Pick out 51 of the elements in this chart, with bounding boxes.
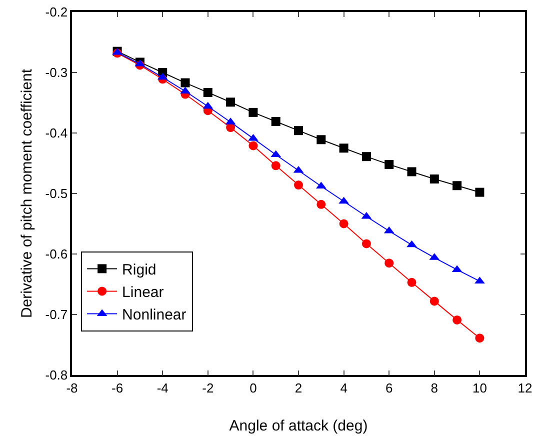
point (226, 98, 236, 107)
point (271, 161, 280, 170)
x-tick-label: 8 (430, 380, 438, 396)
x-tick-label: -6 (112, 380, 124, 396)
point (362, 239, 371, 248)
point (407, 278, 416, 287)
y-tick-label: -0.2 (45, 4, 68, 20)
point (384, 160, 394, 169)
point (248, 134, 258, 141)
point (475, 334, 484, 343)
y-tick-label: -0.7 (45, 307, 68, 322)
x-tick-label: 6 (385, 380, 393, 396)
y-tick-label: -0.3 (45, 65, 68, 80)
y-tick-label: -0.4 (45, 126, 68, 141)
point (339, 219, 348, 228)
point (362, 152, 371, 162)
x-tick-label: 4 (340, 380, 348, 396)
y-axis-title: Derivative of pitch moment coefficient (18, 68, 36, 318)
legend-label: Linear (122, 284, 164, 302)
point (248, 108, 258, 117)
legend-label: Rigid (122, 262, 156, 279)
point (294, 180, 303, 190)
x-tick-label: 10 (472, 380, 487, 396)
x-tick-label: 12 (518, 380, 532, 396)
x-tick-label: -2 (202, 380, 214, 396)
point (475, 188, 484, 197)
point (452, 181, 462, 190)
x-tick-label: 2 (294, 380, 302, 396)
point (452, 315, 462, 324)
point (339, 144, 348, 153)
point (248, 141, 258, 150)
point (430, 174, 439, 184)
x-tick-label: 0 (250, 380, 257, 396)
point (271, 117, 280, 126)
point (338, 196, 349, 204)
legend-label: Nonlinear (122, 306, 186, 324)
point (294, 126, 303, 136)
point (430, 296, 439, 306)
point (180, 78, 190, 88)
y-tick-label: -0.5 (45, 186, 68, 202)
point (316, 200, 326, 209)
point (203, 88, 212, 97)
x-tick-label: -4 (156, 380, 168, 396)
point (384, 258, 394, 268)
point (406, 240, 417, 248)
x-tick-label: -8 (66, 380, 78, 396)
point (316, 135, 326, 144)
y-tick-label: -0.8 (45, 368, 68, 383)
x-axis-title: Angle of attack (deg) (229, 418, 368, 434)
point (407, 167, 416, 176)
y-tick-label: -0.6 (45, 246, 68, 262)
